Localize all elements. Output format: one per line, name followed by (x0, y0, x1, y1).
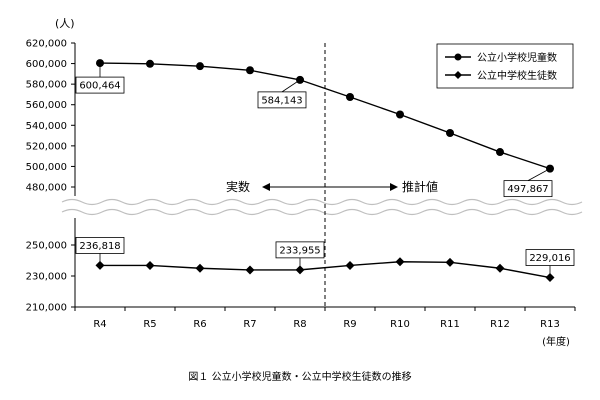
x-tick-label: R10 (390, 319, 410, 330)
legend-box (436, 43, 574, 89)
legend-label: 公立中学校生徒数 (477, 69, 557, 82)
data-label-box (275, 241, 325, 259)
series-line-1 (99, 62, 551, 170)
legend-marker-circle (454, 53, 462, 61)
annotation-arrow-head-right (390, 183, 398, 191)
data-label-box (257, 91, 307, 109)
y-tick-label: 500,000 (26, 162, 67, 173)
data-point-circle (196, 62, 204, 71)
x-tick-label: R4 (93, 319, 106, 330)
data-label-box (525, 249, 575, 266)
data-point-diamond (445, 257, 455, 267)
axis-break-wave (61, 198, 583, 206)
figure-caption: 図１ 公立小学校児童数・公立中学校生徒数の推移 (188, 372, 412, 383)
y-tick-label: 210,000 (26, 303, 67, 314)
line-chart: 480,000 500,000 520,000 540,000 560,000 580,0… (26, 17, 583, 348)
data-label-leader (527, 168, 551, 181)
x-tick-label: R11 (440, 319, 460, 330)
annotation-estimate: 推計値 (402, 179, 438, 194)
data-point-diamond (145, 260, 155, 270)
y-tick-label: 230,000 (26, 272, 67, 283)
data-point-circle (396, 110, 404, 119)
data-label-box (75, 237, 125, 254)
data-label: 584,143 (261, 95, 302, 106)
data-point-diamond (395, 257, 405, 267)
y-tick-label: 520,000 (26, 141, 67, 152)
data-label: 233,955 (279, 245, 320, 256)
data-point-diamond (245, 265, 255, 275)
data-label: 229,016 (529, 253, 570, 264)
data-label: 600,464 (79, 81, 120, 92)
x-tick-label: R12 (490, 319, 510, 330)
x-tick-label: R13 (540, 319, 560, 330)
y-tick-label: 620,000 (26, 39, 67, 50)
data-point-circle (346, 93, 354, 101)
y-tick-label: 580,000 (26, 80, 67, 91)
x-tick-label: R7 (243, 319, 256, 330)
data-label: 497,867 (507, 184, 548, 195)
data-point-diamond (195, 263, 205, 273)
data-point-circle (146, 59, 154, 68)
y-tick-label: 480,000 (26, 183, 67, 194)
y-tick-label: 250,000 (26, 241, 67, 252)
data-label: 236,818 (79, 241, 120, 252)
data-point-circle (246, 66, 254, 75)
data-point-circle (496, 148, 504, 157)
axis-break-mask (60, 196, 577, 218)
axis-break-wave (61, 208, 583, 216)
x-tick-label: R5 (143, 319, 156, 330)
data-label-box (503, 180, 553, 198)
y-tick-label: 600,000 (26, 59, 67, 70)
data-label-leader (281, 79, 301, 93)
data-label-box (75, 76, 125, 94)
x-unit-label: (年度) (542, 335, 570, 348)
legend-label: 公立小学校児童数 (477, 51, 557, 64)
x-tick-label: R9 (343, 319, 356, 330)
y-tick-label: 560,000 (26, 100, 67, 111)
x-tick-label: R6 (193, 319, 206, 330)
annotation-actual: 実数 (226, 179, 250, 194)
legend-marker-diamond (454, 71, 462, 79)
annotation-arrow-head-left (262, 183, 270, 191)
data-point-diamond (495, 263, 505, 273)
series-line-2 (99, 261, 551, 279)
x-tick-label: R8 (293, 319, 306, 330)
data-point-diamond (345, 260, 355, 270)
y-tick-label: 540,000 (26, 121, 67, 132)
y-unit-label: (人) (55, 17, 75, 30)
data-point-circle (446, 129, 454, 137)
